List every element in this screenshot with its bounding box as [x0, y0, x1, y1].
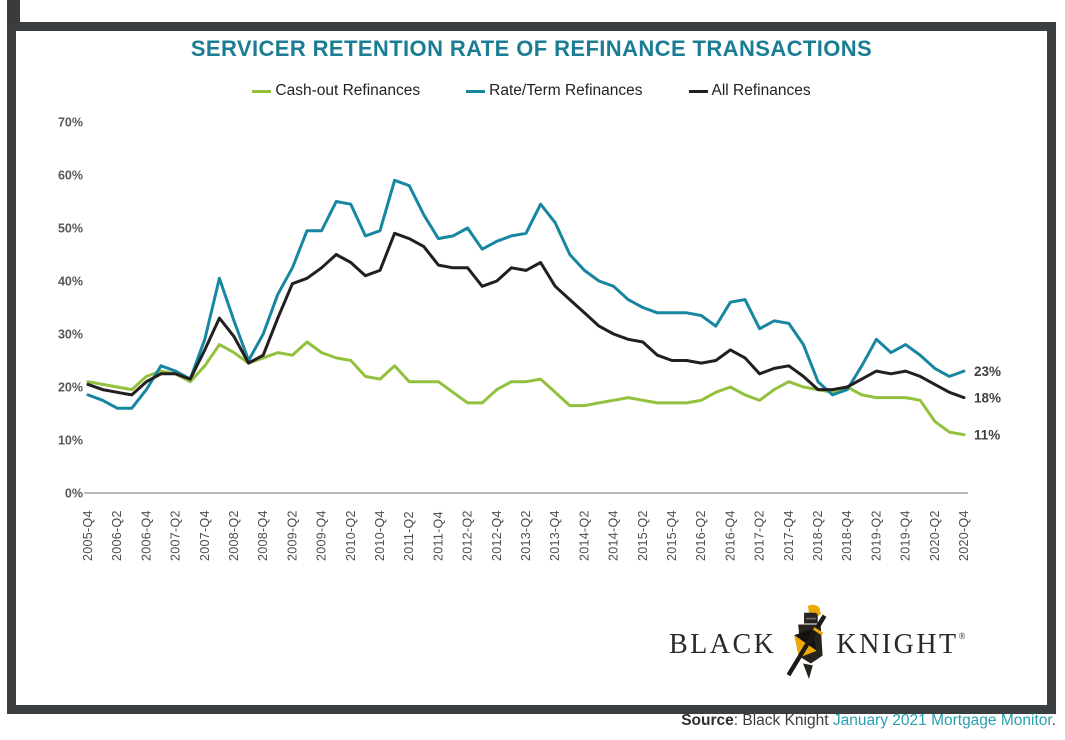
- legend: Cash-out Refinances Rate/Term Refinances A…: [16, 82, 1047, 100]
- x-axis-label: 2010-Q2: [344, 510, 358, 561]
- logo-word-black: BLACK: [668, 628, 777, 660]
- chart-panel: SERVICER RETENTION RATE OF REFINANCE TRA…: [16, 31, 1047, 705]
- legend-label: Rate/Term Refinances: [489, 82, 643, 99]
- x-axis-label: 2007-Q4: [198, 510, 212, 561]
- emblem-sword: [786, 614, 827, 677]
- legend-label: All Refinances: [711, 82, 811, 99]
- x-axis-label: 2008-Q4: [256, 510, 270, 561]
- chart-frame: SERVICER RETENTION RATE OF REFINANCE TRA…: [7, 22, 1056, 714]
- x-axis-label: 2017-Q2: [753, 510, 767, 561]
- y-axis-label: 30%: [58, 328, 83, 342]
- x-axis-label: 2006-Q4: [139, 510, 153, 561]
- chart-svg: 0% 10% 20% 30% 40% 50% 60% 70% 2005-Q4 2006-Q2 200…: [58, 116, 1001, 562]
- x-axis-label: 2008-Q2: [227, 510, 241, 561]
- y-axis-label: 70%: [58, 116, 83, 130]
- x-axis-label: 2015-Q2: [636, 510, 650, 561]
- registered-mark: ®: [958, 630, 968, 641]
- x-axis-label: 2018-Q2: [811, 510, 825, 561]
- legend-item: All Refinances: [688, 82, 811, 100]
- x-axis-label: 2012-Q2: [461, 510, 475, 561]
- x-axis-label: 2019-Q2: [869, 510, 883, 561]
- legend-swatch-icon: [688, 89, 708, 93]
- x-axis-label: 2018-Q4: [840, 510, 854, 561]
- x-axis-label: 2009-Q4: [315, 510, 329, 561]
- x-axis-label: 2006-Q2: [110, 510, 124, 561]
- y-axis-label: 0%: [65, 487, 83, 501]
- source-text: : Black Knight: [733, 712, 833, 729]
- frame-corner-cap: [7, 0, 20, 24]
- x-axis-label: 2013-Q2: [519, 510, 533, 561]
- x-axis-label: 2005-Q4: [81, 510, 95, 561]
- chart-title: SERVICER RETENTION RATE OF REFINANCE TRA…: [190, 36, 873, 61]
- y-axis-label: 10%: [58, 434, 83, 448]
- emblem-sword-guard: [813, 627, 824, 636]
- source-line: Source: Black Knight January 2021 Mortga…: [681, 712, 1056, 730]
- legend-swatch-icon: [466, 89, 486, 93]
- x-axis-label: 2013-Q4: [548, 510, 562, 561]
- x-axis-label: 2020-Q2: [928, 510, 942, 561]
- x-axis-label: 2011-Q2: [402, 511, 416, 561]
- x-axis-label: 2015-Q4: [665, 510, 679, 561]
- series-end-label: 11%: [974, 428, 1000, 443]
- legend-label: Cash-out Refinances: [275, 82, 421, 99]
- y-axis-label: 40%: [58, 275, 83, 289]
- emblem-visor: [806, 617, 817, 620]
- y-axis-label: 20%: [58, 381, 83, 395]
- x-axis-label: 2011-Q4: [431, 511, 445, 561]
- series-line-rate-term-refinances: [86, 178, 966, 410]
- source-label: Source: [681, 712, 734, 729]
- emblem-legs: [803, 663, 814, 680]
- series-end-label: 18%: [974, 391, 1001, 406]
- source-link[interactable]: January 2021 Mortgage Monitor: [832, 712, 1052, 729]
- x-axis-label: 2019-Q4: [899, 510, 913, 561]
- legend-item: Rate/Term Refinances: [466, 82, 643, 100]
- legend-item: Cash-out Refinances: [252, 82, 420, 100]
- x-axis-label: 2016-Q2: [694, 510, 708, 561]
- y-axis-label: 60%: [58, 169, 83, 183]
- source-period: .: [1051, 712, 1056, 729]
- x-axis-label: 2016-Q4: [723, 510, 737, 561]
- x-axis-label: 2014-Q4: [607, 510, 621, 561]
- x-axis-label: 2012-Q4: [490, 510, 504, 561]
- x-axis-label: 2007-Q2: [169, 510, 183, 561]
- legend-swatch-icon: [252, 89, 272, 93]
- x-axis-label: 2014-Q2: [577, 510, 591, 561]
- series-end-label: 23%: [974, 364, 1001, 379]
- series-line-all-refinances: [86, 231, 966, 400]
- x-axis-label: 2020-Q4: [957, 510, 971, 561]
- x-axis-label: 2009-Q2: [285, 510, 299, 561]
- logo-word-knight: KNIGHT®: [836, 628, 968, 660]
- y-axis-label: 50%: [58, 222, 83, 236]
- x-axis-label: 2017-Q4: [782, 510, 796, 561]
- x-axis-label: 2010-Q4: [373, 510, 387, 561]
- black-knight-emblem-icon: [781, 603, 831, 686]
- black-knight-logo: BLACK KNIGHT®: [669, 603, 968, 686]
